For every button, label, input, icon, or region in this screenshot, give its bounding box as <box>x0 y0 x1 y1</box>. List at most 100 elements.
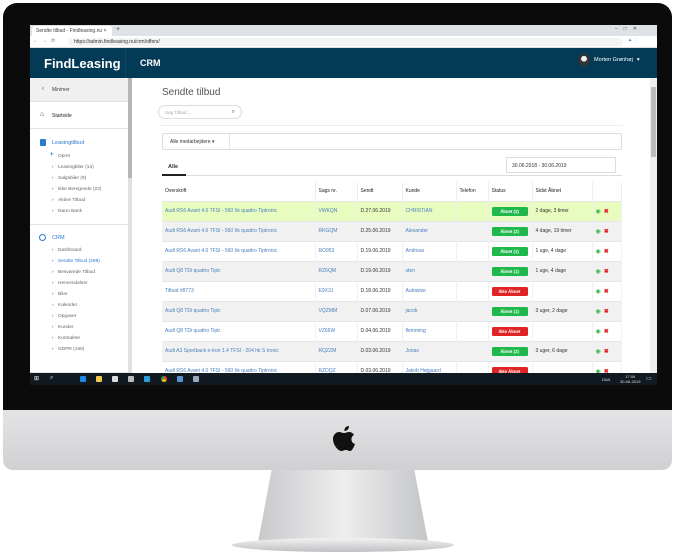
view-icon[interactable]: ◉ <box>595 368 601 375</box>
view-icon[interactable]: ◉ <box>595 268 601 275</box>
app-icon[interactable] <box>177 376 183 382</box>
table-row[interactable]: Audi RS6 Avant 4.0 TFSI - 560 hk quattro… <box>162 220 622 241</box>
case-number-link[interactable]: RKGQM <box>315 220 358 241</box>
paint-icon[interactable] <box>193 376 199 382</box>
delete-icon[interactable]: ✖ <box>603 368 609 375</box>
table-row[interactable]: Tilbud #8773 E9X3J D.18.06.2019 Autowise… <box>162 280 622 301</box>
logo[interactable]: FindLeasing <box>44 56 121 71</box>
minimize-button[interactable]: ‹ Minimer <box>30 78 128 102</box>
sidebar-item[interactable]: GDPR (160) <box>52 347 84 352</box>
file-explorer-icon[interactable] <box>96 376 102 382</box>
sidebar-item[interactable]: Dashboard <box>52 248 82 253</box>
sidebar-item[interactable]: Ikke Beregnede (22) <box>52 187 102 192</box>
browser-tab[interactable]: Sendte tilbud - Findleasing.nu × <box>32 26 112 36</box>
leasing-title[interactable]: Leasingtilbud <box>52 140 85 146</box>
offer-title-link[interactable]: Audi Q8 TDi quattro Tiptr. <box>162 300 316 321</box>
sidebar-item[interactable]: Biler <box>52 292 67 297</box>
extension-icon[interactable]: ✦ ⋮ <box>628 38 639 44</box>
view-icon[interactable]: ◉ <box>595 228 601 235</box>
chrome-icon[interactable] <box>161 376 167 382</box>
column-header[interactable]: Sidst Åbnet <box>532 182 593 201</box>
sidebar-item[interactable]: Kontrakter <box>52 336 80 341</box>
employee-dropdown[interactable]: Alle medarbejdere ▾ <box>170 139 215 145</box>
case-number-link[interactable]: RZ6QM <box>315 260 358 281</box>
search-icon[interactable]: ⌕ <box>50 375 54 381</box>
windows-start-icon[interactable]: ⊞ <box>34 376 40 382</box>
crm-title[interactable]: CRM <box>52 235 65 241</box>
nav-buttons[interactable]: ←→⟳ <box>33 38 60 44</box>
store-icon[interactable] <box>112 376 118 382</box>
customer-link[interactable]: flemming <box>402 320 457 341</box>
delete-icon[interactable]: ✖ <box>603 348 609 355</box>
language-indicator[interactable]: DAN <box>602 377 611 382</box>
case-number-link[interactable]: VWKQN <box>315 200 358 221</box>
sidebar-item-home[interactable]: ⌂ Startside <box>30 102 128 129</box>
new-tab-button[interactable]: + <box>116 26 121 33</box>
customer-link[interactable]: Andreas <box>402 240 457 261</box>
sidebar-item-active[interactable]: Sendte Tilbud (298) <box>52 259 100 264</box>
delete-icon[interactable]: ✖ <box>603 228 609 235</box>
table-row[interactable]: Audi RS6 Avant 4.0 TFSI - 560 hk quattro… <box>162 200 622 221</box>
sidebar-scrollbar[interactable] <box>128 78 132 373</box>
sidebar-item-create[interactable]: Opret <box>58 154 70 159</box>
column-header[interactable]: Sendt <box>357 182 403 201</box>
main-scroll-thumb[interactable] <box>651 87 656 157</box>
date-range-input[interactable]: 30.06.2018 - 30.06.2019 <box>506 157 616 173</box>
case-number-link[interactable]: RO953 <box>315 240 358 261</box>
sidebar-item[interactable]: Besvarede Tilbud <box>52 270 95 275</box>
sidebar-item[interactable]: Aktive Tilbud <box>52 198 85 203</box>
app-icon[interactable] <box>144 376 150 382</box>
column-header[interactable]: Kunde <box>402 182 457 201</box>
view-icon[interactable]: ◉ <box>595 328 601 335</box>
mail-icon[interactable] <box>128 376 134 382</box>
case-number-link[interactable]: E9X3J <box>315 280 358 301</box>
customer-link[interactable]: Alexander <box>402 220 457 241</box>
sidebar-scroll-thumb[interactable] <box>128 78 132 178</box>
column-header[interactable]: Telefon <box>456 182 489 201</box>
view-icon[interactable]: ◉ <box>595 208 601 215</box>
delete-icon[interactable]: ✖ <box>603 328 609 335</box>
customer-link[interactable]: Jonas <box>402 340 457 361</box>
delete-icon[interactable]: ✖ <box>603 288 609 295</box>
delete-icon[interactable]: ✖ <box>603 268 609 275</box>
notifications-icon[interactable]: ▭ <box>646 376 652 382</box>
view-icon[interactable]: ◉ <box>595 288 601 295</box>
view-icon[interactable]: ◉ <box>595 308 601 315</box>
tab-all[interactable]: Alle <box>168 164 179 170</box>
customer-link[interactable]: CHRISTIAN <box>402 200 457 221</box>
table-row[interactable]: Audi Q8 TDi quattro Tiptr. VZ66W D.04.06… <box>162 320 622 341</box>
user-menu[interactable]: Morten Grønhøj ▾ <box>578 54 640 66</box>
offer-title-link[interactable]: Tilbud #8773 <box>162 280 316 301</box>
delete-icon[interactable]: ✖ <box>603 208 609 215</box>
main-scrollbar[interactable] <box>650 78 657 373</box>
table-row[interactable]: Audi A3 Sportback e-tron 1.4 TFSI - 204 … <box>162 340 622 361</box>
offer-title-link[interactable]: Audi A3 Sportback e-tron 1.4 TFSI - 204 … <box>162 340 316 361</box>
view-icon[interactable]: ◉ <box>595 348 601 355</box>
sidebar-item[interactable]: Salgsbiler (9) <box>52 176 86 181</box>
window-controls[interactable]: –□✕ <box>615 26 643 32</box>
offer-title-link[interactable]: Audi RS6 Avant 4.0 TFSI - 560 hk quattro… <box>162 200 316 221</box>
sidebar-item[interactable]: Kunder <box>52 325 74 330</box>
delete-icon[interactable]: ✖ <box>603 248 609 255</box>
edge-icon[interactable] <box>80 376 86 382</box>
case-number-link[interactable]: VZ66W <box>315 320 358 341</box>
sidebar-item[interactable]: Kalender <box>52 303 77 308</box>
customer-link[interactable]: Autowise <box>402 280 457 301</box>
url-field[interactable]: https://admin.findleasing.nu/crm/offers/ <box>68 38 623 46</box>
offer-title-link[interactable]: Audi RS6 Avant 4.0 TFSI - 560 hk quattro… <box>162 220 316 241</box>
sidebar-item[interactable]: Ikano Bank <box>52 209 82 214</box>
customer-link[interactable]: sten <box>402 260 457 281</box>
column-header[interactable]: Overskrift <box>162 182 316 201</box>
view-icon[interactable]: ◉ <box>595 248 601 255</box>
sidebar-item[interactable]: Opgaver <box>52 314 77 319</box>
customer-link[interactable]: jacob <box>402 300 457 321</box>
sidebar-item[interactable]: Leasingbiler (14) <box>52 165 94 170</box>
offer-title-link[interactable]: Audi Q8 TDi quattro Tiptr. <box>162 320 316 341</box>
offer-title-link[interactable]: Audi Q8 TDi quattro Tiptr. <box>162 260 316 281</box>
case-number-link[interactable]: VQZMM <box>315 300 358 321</box>
sidebar-item[interactable]: Henvendelser <box>52 281 88 286</box>
case-number-link[interactable]: RQZZM <box>315 340 358 361</box>
table-row[interactable]: Audi Q8 TDi quattro Tiptr. RZ6QM D.19.06… <box>162 260 622 281</box>
clock[interactable]: 17:06 30-06-2019 <box>620 374 640 384</box>
offer-title-link[interactable]: Audi RS6 Avant 4.0 TFSI - 560 hk quattro… <box>162 240 316 261</box>
